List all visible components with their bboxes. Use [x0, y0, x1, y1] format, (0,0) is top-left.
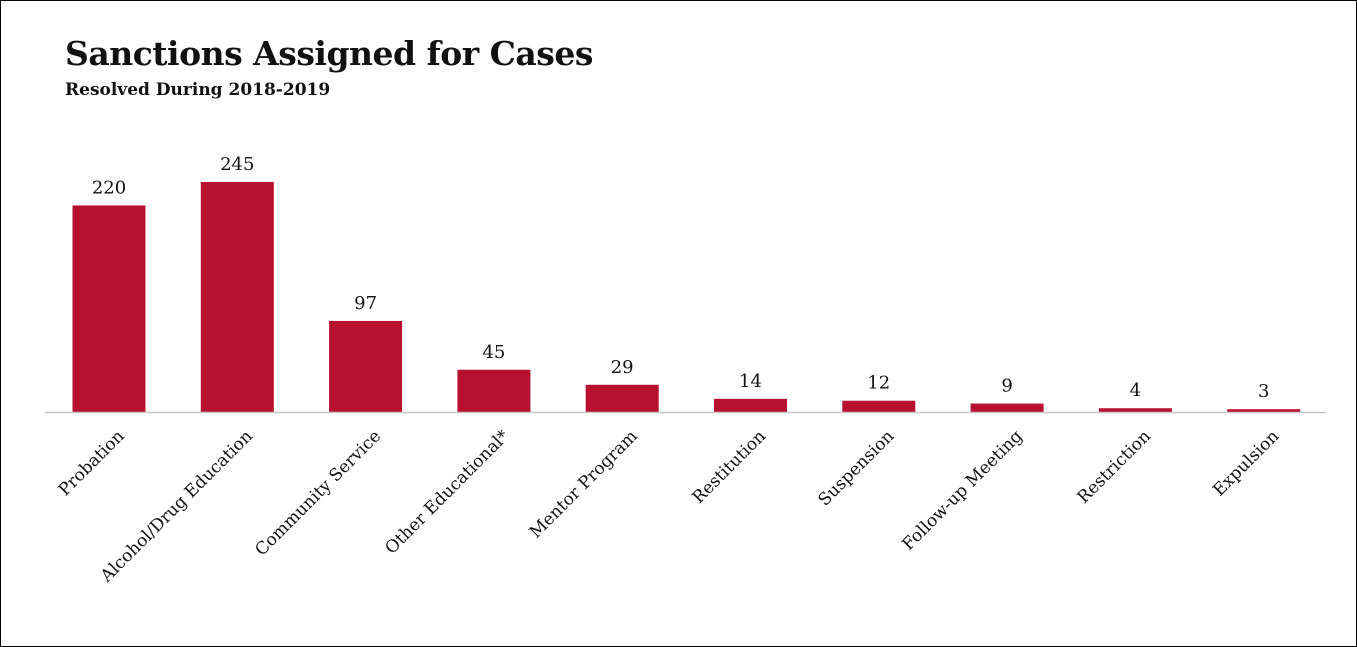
bar-7 — [970, 403, 1044, 412]
bar-8 — [1098, 408, 1172, 412]
value-label-3: 45 — [482, 342, 505, 363]
value-label-7: 9 — [1001, 376, 1012, 397]
value-label-9: 3 — [1258, 381, 1269, 402]
x-tick-label-9: Expulsion — [1209, 426, 1283, 500]
x-tick-label-6: Suspension — [814, 426, 898, 510]
x-tick-label-0: Probation — [55, 426, 129, 500]
bar-5 — [714, 398, 787, 412]
value-label-1: 245 — [220, 154, 254, 175]
x-tick-label-4: Mentor Program — [526, 426, 642, 542]
bar-4 — [585, 384, 659, 412]
value-label-0: 220 — [92, 177, 126, 198]
bar-2 — [329, 320, 403, 412]
bars-group — [72, 182, 1301, 412]
value-label-2: 97 — [354, 293, 377, 314]
x-tick-label-2: Community Service — [251, 426, 385, 560]
bar-9 — [1227, 409, 1301, 412]
value-labels-group: 220 245 97 45 29 14 12 9 4 3 — [92, 154, 1270, 402]
value-label-8: 4 — [1130, 380, 1141, 401]
value-label-4: 29 — [611, 357, 634, 378]
x-tick-label-8: Restriction — [1074, 426, 1155, 507]
x-tick-label-3: Other Educational* — [381, 426, 513, 558]
chart-title: Sanctions Assigned for Cases — [65, 34, 593, 73]
bar-1 — [200, 182, 274, 412]
bar-3 — [457, 369, 531, 412]
value-label-6: 12 — [867, 373, 890, 394]
x-tick-label-5: Restitution — [689, 426, 770, 507]
bar-0 — [72, 205, 146, 412]
chart-subtitle: Resolved During 2018-2019 — [65, 80, 331, 100]
value-label-5: 14 — [739, 371, 762, 392]
x-tick-label-1: Alcohol/Drug Education — [96, 426, 257, 587]
x-tick-label-7: Follow-up Meeting — [898, 426, 1026, 554]
bar-6 — [842, 400, 916, 412]
